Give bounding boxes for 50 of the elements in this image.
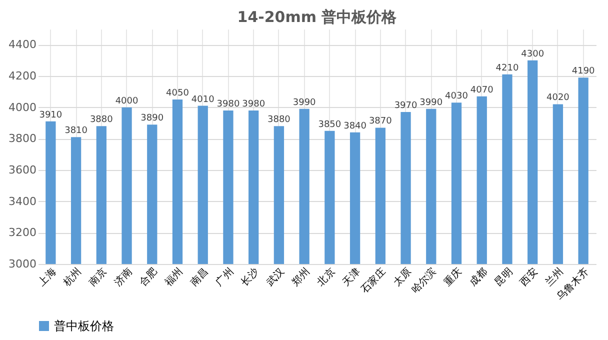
x-tick-label: 杭州 <box>60 266 84 290</box>
data-label: 4190 <box>572 66 596 77</box>
x-tick-label: 南京 <box>86 266 110 288</box>
data-label: 4000 <box>115 96 138 106</box>
data-label: 4210 <box>496 63 519 74</box>
x-tick-label: 南昌 <box>188 266 211 288</box>
data-label: 3810 <box>64 126 88 136</box>
x-tick-label: 福州 <box>162 266 186 288</box>
data-label: 4010 <box>191 94 215 105</box>
x-tick-label: 昆明 <box>493 266 516 288</box>
x-tick-label: 北京 <box>314 266 338 288</box>
y-tick-label: 4200 <box>8 70 36 82</box>
data-label: 3990 <box>292 98 316 108</box>
legend-label: 普中板价格 <box>54 319 114 333</box>
data-label: 3910 <box>39 110 62 120</box>
x-tick-label: 郑州 <box>289 266 312 288</box>
x-tick-label: 济南 <box>112 266 135 288</box>
x-tick-label: 合肥 <box>137 266 160 288</box>
x-tick-label: 石家庄 <box>358 266 388 296</box>
data-label: 3970 <box>394 101 418 112</box>
data-label: 3890 <box>140 114 164 124</box>
data-label: 4050 <box>166 88 190 98</box>
data-label: 3990 <box>420 98 443 108</box>
x-tick-label: 重庆 <box>442 266 464 288</box>
chart-title: 14-20mm 普中板价格 <box>237 8 398 26</box>
data-label: 3870 <box>368 116 392 127</box>
y-tick-label: 3600 <box>8 164 36 176</box>
y-tick-label: 3800 <box>8 132 36 146</box>
y-tick-label: 3200 <box>8 226 36 240</box>
data-label: 4020 <box>546 93 570 104</box>
y-tick-label: 4400 <box>8 38 36 52</box>
x-tick-label: 武汉 <box>264 266 287 288</box>
x-tick-label: 长沙 <box>238 266 262 288</box>
data-label: 3840 <box>344 121 367 132</box>
y-tick-label: 4000 <box>8 100 36 114</box>
x-tick-label: 西安 <box>518 266 540 288</box>
y-tick-label: 3000 <box>8 258 36 270</box>
data-label: 3880 <box>90 115 114 126</box>
data-label: 4070 <box>470 85 494 96</box>
x-tick-label: 广州 <box>213 266 236 288</box>
data-label: 4300 <box>521 49 544 60</box>
x-tick-label: 兰州 <box>543 266 566 288</box>
data-label: 3980 <box>242 99 266 110</box>
data-label: 3880 <box>268 115 291 126</box>
data-label: 4030 <box>445 92 468 102</box>
data-label: 3980 <box>216 99 240 110</box>
data-label: 3850 <box>318 120 342 130</box>
x-tick-label: 成都 <box>467 266 490 288</box>
y-tick-label: 3400 <box>8 194 36 208</box>
x-tick-label: 上海 <box>36 266 58 288</box>
